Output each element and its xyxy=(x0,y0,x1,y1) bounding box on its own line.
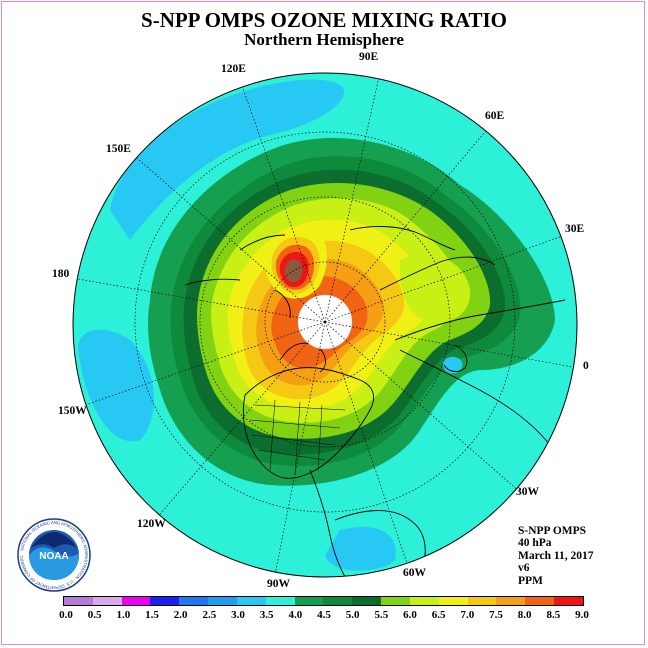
lon-label-90e: 90E xyxy=(359,51,379,63)
colorbar-cell xyxy=(525,597,555,605)
colorbar-cell xyxy=(467,597,497,605)
colorbar-tick-label: 0.0 xyxy=(59,609,73,621)
colorbar-tick-label: 0.5 xyxy=(87,609,102,621)
lon-label-30w: 30W xyxy=(516,486,539,498)
noaa-logo-text: NOAA xyxy=(39,551,68,562)
globe-edge xyxy=(72,72,578,578)
colorbar-labels: 0.0 0.5 1.0 1.5 2.0 2.5 3.0 3.5 4.0 4.5 5.0 5.5 6.0 6… xyxy=(53,609,598,623)
colorbar-tick-label: 7.5 xyxy=(489,609,503,621)
lon-label-0: 0 xyxy=(583,360,589,372)
colorbar-tick-label: 2.5 xyxy=(202,609,217,621)
colorbar-cell xyxy=(179,597,209,605)
colorbar-tick-label: 8.0 xyxy=(517,609,532,621)
lon-label-120e: 120E xyxy=(221,63,246,75)
page-title: S-NPP OMPS OZONE MIXING RATIO xyxy=(141,8,507,32)
page-subtitle: Northern Hemisphere xyxy=(244,30,404,49)
colorbar-tick-label: 3.5 xyxy=(259,609,274,621)
info-units: PPM xyxy=(518,574,543,587)
colorbar-tick-label: 6.0 xyxy=(403,609,417,621)
info-version: v6 xyxy=(518,562,530,575)
colorbar-cell xyxy=(323,597,353,605)
us-states xyxy=(249,399,346,476)
field-blue-patch-ne xyxy=(110,79,345,240)
colorbar-tick-label: 5.5 xyxy=(374,609,389,621)
colorbar-cell xyxy=(150,597,180,605)
map-info: S-NPP OMPS 40 hPa March 11, 2017 v6 PPM xyxy=(518,525,594,587)
graticule xyxy=(73,73,577,576)
colorbar-tick-label: 1.0 xyxy=(116,609,131,621)
coastlines xyxy=(184,226,566,577)
colorbar-cell xyxy=(496,597,526,605)
lon-label-60e: 60E xyxy=(485,110,505,122)
field-lime-east xyxy=(399,254,471,323)
lon-label-90w: 90W xyxy=(267,578,290,590)
colorbar-tick-label: 9.0 xyxy=(575,609,589,621)
info-level: 40 hPa xyxy=(518,537,552,550)
lon-label-30e: 30E xyxy=(565,223,585,235)
lon-label-150w: 150W xyxy=(58,405,87,417)
colorbar-tick-label: 1.5 xyxy=(145,609,159,621)
colorbar-cell xyxy=(294,597,324,605)
colorbar-cell xyxy=(121,597,151,605)
colorbar-cell xyxy=(381,597,410,605)
colorbar-tick-label: 8.5 xyxy=(546,609,561,621)
field-blue-patch-w xyxy=(78,329,154,442)
colorbar-cell xyxy=(265,597,295,605)
info-instrument: S-NPP OMPS xyxy=(518,525,587,537)
colorbar-cell xyxy=(208,597,237,605)
colorbar-tick-label: 4.5 xyxy=(317,609,331,621)
lon-label-60w: 60W xyxy=(403,567,426,579)
colorbar-tick-label: 3.0 xyxy=(231,609,245,621)
colorbar xyxy=(63,596,584,606)
colorbar-cell xyxy=(92,597,122,605)
colorbar-cell xyxy=(554,597,583,605)
lon-label-120w: 120W xyxy=(137,518,166,530)
noaa-logo: NOAA NATIONAL OCEANIC AND ATMOSPHERIC AD… xyxy=(17,518,91,592)
colorbar-cell xyxy=(438,597,468,605)
colorbar-tick-label: 5.0 xyxy=(345,609,360,621)
colorbar-cell xyxy=(236,597,266,605)
colorbar-tick-label: 2.0 xyxy=(173,609,188,621)
colorbar-tick-label: 7.0 xyxy=(460,609,475,621)
field-blue-patch-s xyxy=(325,526,396,571)
lon-label-150e: 150E xyxy=(106,143,131,155)
colorbar-cell xyxy=(64,597,93,605)
colorbar-tick-label: 6.5 xyxy=(431,609,446,621)
colorbar-cell xyxy=(409,597,439,605)
lon-label-180: 180 xyxy=(52,268,70,280)
colorbar-cell xyxy=(352,597,382,605)
colorbar-tick-label: 4.0 xyxy=(288,609,303,621)
info-date: March 11, 2017 xyxy=(518,549,594,562)
